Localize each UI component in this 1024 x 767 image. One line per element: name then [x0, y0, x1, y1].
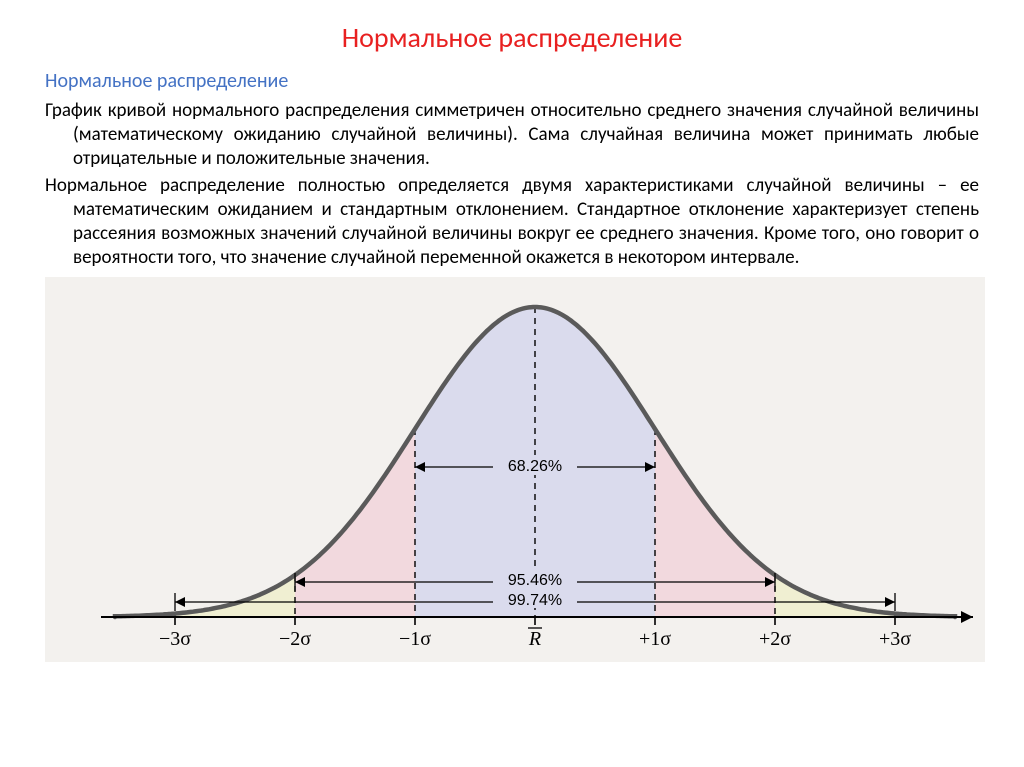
- svg-text:+2σ: +2σ: [759, 628, 791, 650]
- svg-text:−1σ: −1σ: [399, 628, 431, 650]
- svg-text:−2σ: −2σ: [279, 628, 311, 650]
- svg-text:+3σ: +3σ: [879, 628, 911, 650]
- section-subtitle: Нормальное распределение: [45, 69, 979, 93]
- svg-text:R: R: [528, 628, 541, 650]
- svg-text:95.46%: 95.46%: [508, 572, 562, 589]
- svg-text:99.74%: 99.74%: [508, 592, 562, 609]
- paragraph-2: Нормальное распределение полностью опред…: [45, 174, 979, 269]
- bell-curve-svg: −3σ −2σ −1σ R +1σ +2σ +3σ 68.26% 95.46% 99.74%: [45, 277, 985, 662]
- page-title: Нормальное распределение: [45, 20, 979, 55]
- normal-distribution-chart: −3σ −2σ −1σ R +1σ +2σ +3σ 68.26% 95.46% 99.74%: [45, 277, 985, 662]
- paragraph-1: График кривой нормального распределения …: [45, 99, 979, 170]
- svg-text:−3σ: −3σ: [159, 628, 191, 650]
- svg-text:68.26%: 68.26%: [508, 458, 562, 475]
- svg-text:+1σ: +1σ: [639, 628, 671, 650]
